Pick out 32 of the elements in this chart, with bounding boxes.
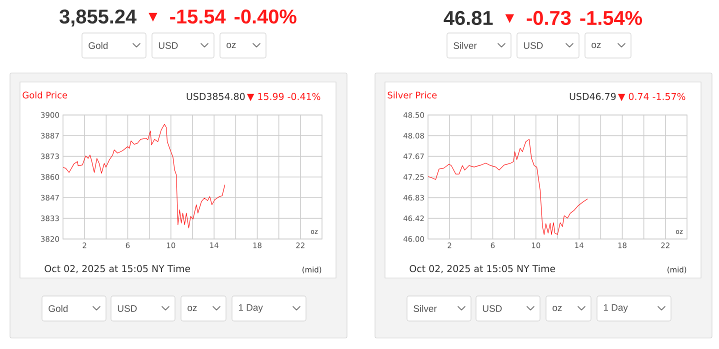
text: 46.81 xyxy=(444,10,493,26)
chart-title: Gold Price xyxy=(22,92,68,98)
text: Gold xyxy=(48,305,68,312)
text: oz xyxy=(552,306,562,312)
x-axis-title: Oct 02, 2025 at 15:05 NY Time xyxy=(410,264,556,274)
text: ▼ 15.99 -0.41% xyxy=(246,92,320,102)
line-series xyxy=(428,139,588,235)
x-axis-title: Oct 02, 2025 at 15:05 NY Time xyxy=(44,264,190,274)
text: 1 Day xyxy=(238,304,263,313)
text: Silver xyxy=(454,42,477,49)
text: -1.54% xyxy=(580,10,642,26)
line-series xyxy=(63,124,226,228)
chart-subtitle: USD3854.80 xyxy=(186,92,245,100)
text: Gold xyxy=(88,42,108,49)
text: oz xyxy=(226,42,236,48)
text: -0.40% xyxy=(234,10,296,24)
chart-title: Silver Price xyxy=(388,92,437,98)
text: Silver xyxy=(414,305,437,312)
text: USD xyxy=(118,305,137,312)
text: USD xyxy=(158,42,178,49)
text: oz xyxy=(592,42,601,48)
text: USD xyxy=(482,305,502,312)
text: ▼ 0.74 -1.57% xyxy=(618,92,686,102)
text: 3,855.24 xyxy=(60,10,136,26)
text: -0.73 xyxy=(526,10,571,26)
text: ▼ xyxy=(505,14,514,24)
text: oz xyxy=(188,306,197,312)
chart-subtitle: USD46.79 xyxy=(570,92,616,100)
text: -15.54 xyxy=(170,10,226,24)
text: USD xyxy=(524,42,543,49)
text: 1 Day xyxy=(604,304,628,313)
text: ▼ xyxy=(148,12,158,22)
